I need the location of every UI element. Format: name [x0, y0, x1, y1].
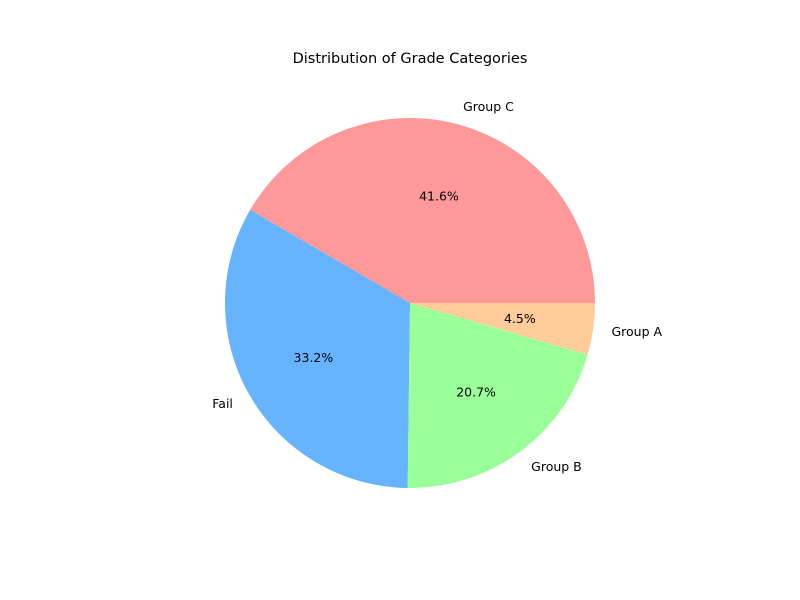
pct-label-group-a: 4.5%: [504, 311, 536, 326]
pie-slice-group-c: [250, 117, 596, 303]
pct-label-fail: 33.2%: [294, 350, 334, 365]
pie-slice-group-b: [407, 303, 588, 489]
pie-slice-fail: [224, 209, 410, 488]
pct-label-group-c: 41.6%: [419, 188, 459, 203]
pie-slices: [224, 117, 596, 489]
slice-label-group-a: Group A: [611, 324, 662, 339]
pct-label-group-b: 20.7%: [456, 385, 496, 400]
chart-title: Distribution of Grade Categories: [293, 51, 528, 67]
slice-label-group-c: Group C: [463, 99, 514, 114]
slice-label-group-b: Group B: [531, 459, 582, 474]
slice-label-fail: Fail: [212, 396, 233, 411]
pie-slice-group-a: [410, 303, 595, 355]
pie-labels: 41.6% Group C 33.2% Fail 20.7% Group B 4.5% Gro…: [212, 99, 662, 474]
